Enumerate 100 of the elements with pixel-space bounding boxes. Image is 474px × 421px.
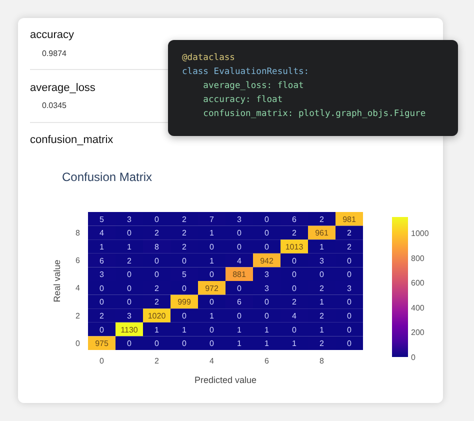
- color-bar-label: 400: [411, 303, 425, 312]
- data-label: 1: [237, 325, 242, 334]
- data-label: 0: [237, 228, 242, 238]
- y-tick-label: 0: [76, 338, 81, 348]
- data-label: 2: [154, 284, 160, 293]
- text: 0.0345: [42, 101, 66, 110]
- data-label: 3: [264, 284, 270, 293]
- data-label: 3: [347, 284, 352, 293]
- data-label: 972: [205, 284, 219, 293]
- x-axis-title: Predicted value: [194, 375, 257, 385]
- text: accuracy: float: [202, 95, 283, 105]
- data-label: 8: [154, 242, 160, 252]
- data-label: 2: [320, 284, 325, 293]
- data-label: 0: [127, 228, 132, 238]
- data-label: 2: [127, 256, 132, 266]
- data-label: 881: [232, 270, 246, 280]
- data-label: 0: [127, 284, 132, 293]
- data-label: 3: [127, 312, 132, 320]
- data-label: 0: [347, 298, 352, 307]
- data-label: 5: [100, 214, 105, 224]
- data-label: 1: [154, 325, 160, 334]
- data-label: 4: [237, 256, 242, 266]
- data-label: 0: [182, 339, 188, 348]
- data-label: 0: [264, 298, 270, 307]
- data-label: 961: [315, 228, 329, 238]
- x-tick-label: 8: [320, 356, 325, 366]
- x-tick-label: 2: [154, 356, 160, 366]
- data-label: 7: [210, 214, 215, 224]
- data-label: 1: [210, 256, 215, 266]
- data-label: 1: [292, 339, 298, 348]
- data-label: 0: [347, 325, 352, 334]
- data-label: 2: [182, 214, 188, 224]
- data-label: 0: [127, 339, 132, 348]
- data-label: 0: [210, 298, 215, 307]
- data-label: 0: [347, 270, 352, 280]
- data-label: 0: [154, 256, 160, 266]
- data-label: 2: [292, 298, 298, 307]
- chart-title: Confusion Matrix: [62, 170, 152, 184]
- x-tick-label: 6: [264, 356, 270, 366]
- data-label: 5: [182, 270, 188, 280]
- data-label: 0: [154, 214, 160, 224]
- data-label: 1: [100, 242, 105, 252]
- data-label: 2: [154, 228, 160, 238]
- data-label: 0: [100, 325, 105, 334]
- text: average_loss: [30, 82, 96, 94]
- data-label: 1: [210, 312, 215, 320]
- data-label: 1: [210, 228, 215, 238]
- data-label: 2: [347, 228, 352, 238]
- data-label: 0: [347, 339, 352, 348]
- text: confusion_matrix: plotly.graph_objs.Figure: [202, 109, 426, 119]
- data-label: 0: [127, 270, 132, 280]
- y-tick-label: 6: [76, 256, 81, 266]
- data-label: 0: [154, 270, 160, 280]
- text: 0.9874: [42, 49, 66, 58]
- data-label: 0: [210, 270, 215, 280]
- data-label: 1: [320, 325, 325, 334]
- data-label: 0: [347, 256, 352, 266]
- data-label: 0: [320, 270, 325, 280]
- data-label: 1: [264, 339, 270, 348]
- data-label: 981: [342, 214, 356, 224]
- data-label: 2: [154, 298, 160, 307]
- data-label: 4: [292, 312, 298, 320]
- data-label: 4: [100, 228, 105, 238]
- data-label: 1: [127, 242, 132, 252]
- data-label: 2: [347, 242, 352, 252]
- data-label: 3: [127, 214, 132, 224]
- text: confusion_matrix: [30, 134, 114, 146]
- data-label: 0: [264, 214, 270, 224]
- x-tick-label: 4: [210, 356, 215, 366]
- text: average_loss: float: [202, 81, 304, 91]
- data-label: 0: [292, 325, 298, 334]
- data-label: 1: [237, 339, 242, 348]
- data-label: 0: [182, 284, 188, 293]
- color-bar-label: 1000: [411, 229, 430, 238]
- data-label: 2: [320, 214, 325, 224]
- data-label: 999: [178, 298, 192, 307]
- data-label: 0: [182, 256, 188, 266]
- data-label: 0: [347, 312, 352, 320]
- data-label: 0: [154, 339, 160, 348]
- data-label: 0: [237, 312, 242, 320]
- data-label: 0: [264, 228, 270, 238]
- y-tick-label: 8: [76, 228, 81, 238]
- y-axis-title: Real value: [52, 260, 62, 302]
- data-label: 3: [100, 270, 105, 280]
- data-label: 6: [292, 214, 298, 224]
- text: @dataclass: [182, 53, 235, 63]
- data-label: 1: [264, 325, 270, 334]
- data-label: 0: [100, 284, 105, 293]
- data-label: 0: [182, 312, 188, 320]
- color-bar-label: 600: [411, 278, 425, 288]
- data-label: 942: [260, 256, 274, 266]
- text: class EvaluationResults:: [182, 67, 310, 77]
- data-label: 0: [292, 284, 298, 293]
- text: accuracy: [30, 29, 74, 41]
- data-label: 0: [100, 298, 105, 307]
- data-label: 0: [292, 256, 298, 266]
- data-label: 975: [95, 339, 109, 348]
- data-label: 3: [264, 270, 270, 280]
- data-label: 6: [100, 256, 105, 266]
- data-label: 6: [237, 298, 242, 307]
